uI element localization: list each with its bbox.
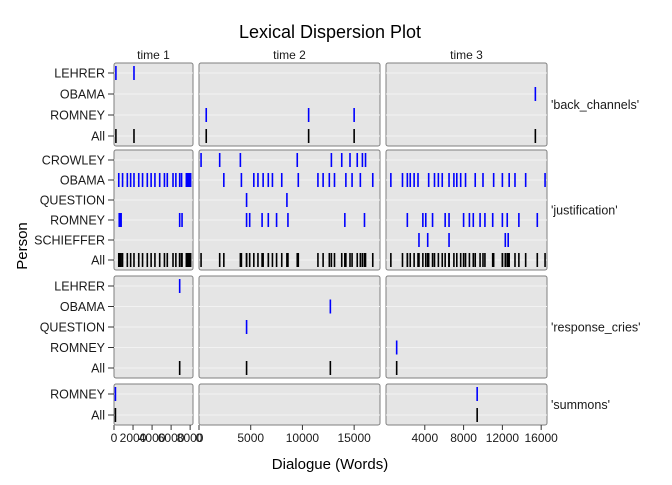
facet-panel (113, 62, 194, 147)
row-label: LEHRER (54, 67, 105, 81)
row-label: CROWLEY (42, 154, 106, 168)
row-label: ROMNEY (50, 109, 106, 123)
chart-title: Lexical Dispersion Plot (239, 22, 421, 42)
facet-panel (198, 62, 381, 147)
row-label: OBAMA (60, 88, 106, 102)
x-tick-label: 6000 (158, 431, 185, 445)
facet-panel (385, 149, 548, 271)
panel-strip-label: 'response_cries' (551, 321, 641, 335)
facet-panel (113, 383, 194, 426)
facet-panel (198, 383, 381, 426)
x-tick-label: 12000 (486, 431, 520, 445)
x-tick-label: 5000 (237, 431, 264, 445)
row-label: All (91, 409, 105, 423)
x-tick-label: 16000 (524, 431, 558, 445)
column-strip-label: time 1 (137, 48, 170, 62)
x-tick-label: 10000 (286, 431, 320, 445)
x-tick-label: 8000 (450, 431, 477, 445)
x-tick-label: 4000 (411, 431, 438, 445)
facet-panel (385, 62, 548, 147)
row-label: OBAMA (60, 174, 106, 188)
row-label: QUESTION (40, 321, 105, 335)
x-axis-label: Dialogue (Words) (272, 456, 388, 473)
row-label: ROMNEY (50, 214, 106, 228)
row-label: SCHIEFFER (34, 234, 105, 248)
x-tick-label: 8000 (177, 431, 204, 445)
panel-strip-label: 'back_channels' (551, 98, 639, 112)
row-label: All (91, 130, 105, 144)
facet-panel (113, 149, 194, 271)
row-label: All (91, 254, 105, 268)
facet-panel (198, 149, 381, 271)
column-strip-label: time 3 (450, 48, 483, 62)
row-label: OBAMA (60, 300, 106, 314)
row-label: LEHRER (54, 280, 105, 294)
panel-strip-label: 'summons' (551, 398, 610, 412)
x-tick-label: 2000 (120, 431, 147, 445)
row-label: All (91, 362, 105, 376)
row-label: QUESTION (40, 194, 105, 208)
row-label: ROMNEY (50, 341, 106, 355)
y-axis-label: Person (14, 222, 31, 270)
row-label: ROMNEY (50, 388, 106, 402)
x-tick-label: 0 (111, 431, 118, 445)
x-tick-label: 4000 (139, 431, 166, 445)
x-tick-label: 15000 (337, 431, 371, 445)
panel-strip-label: 'justification' (551, 204, 618, 218)
column-strip-label: time 2 (273, 48, 306, 62)
facet-panel (385, 383, 548, 426)
x-tick-label: 0 (196, 431, 203, 445)
